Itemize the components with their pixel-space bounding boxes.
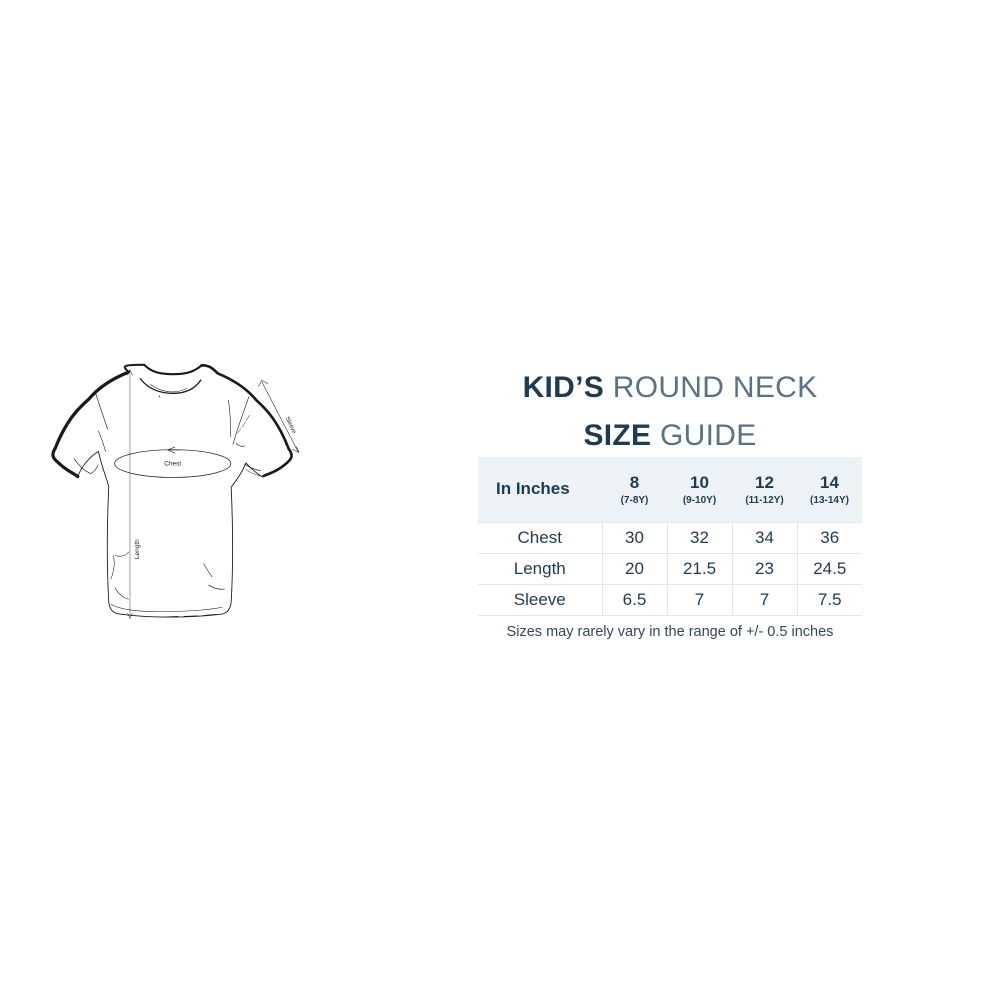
svg-text:Length: Length: [134, 539, 141, 559]
svg-text:Chest: Chest: [164, 460, 181, 467]
svg-text:Sleeve: Sleeve: [284, 416, 297, 435]
